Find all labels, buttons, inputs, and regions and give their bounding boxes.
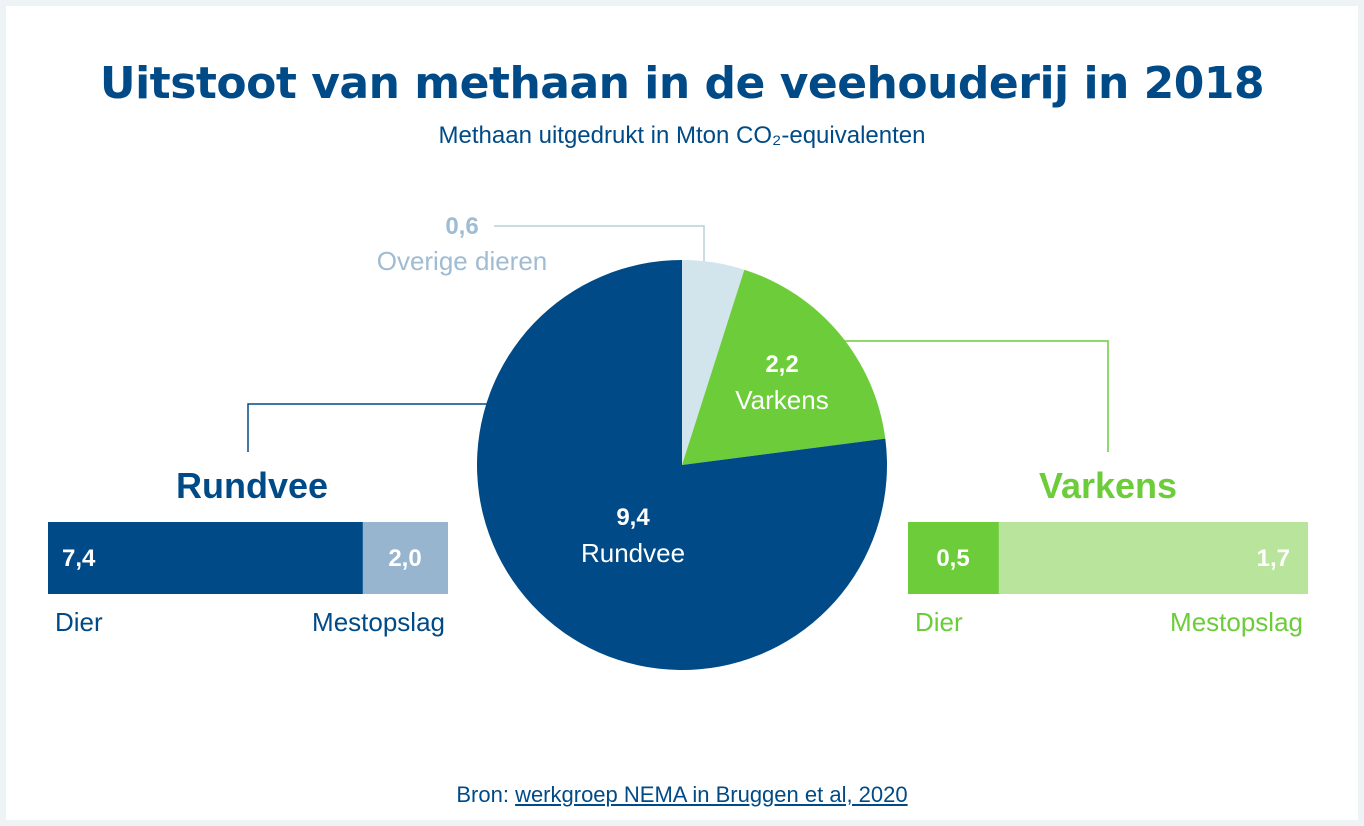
rundvee-bar [48,522,448,594]
connector-overig [494,225,705,264]
rundvee-mest-value: 2,0 [388,545,421,572]
pie-slice-overig [682,260,745,465]
pie-label-rundvee-name: Rundvee [581,538,685,568]
varkens-dier-segment [908,522,999,594]
pie-slice-varkens [682,269,886,465]
varkens-bar [908,522,1308,594]
rundvee-bar-title: Rundvee [176,465,328,506]
pie-label-varkens-value: 2,2 [765,351,798,378]
varkens-bar-title: Varkens [1039,465,1177,506]
connector-rundvee [247,403,487,452]
source-line: Bron: werkgroep NEMA in Bruggen et al, 2… [6,782,1358,808]
rundvee-mest-segment [362,522,448,594]
pie-label-overig-name: Overige dieren [377,246,548,276]
varkens-dier-value: 0,5 [936,545,969,572]
varkens-mest-value: 1,7 [1257,545,1290,572]
source-link[interactable]: werkgroep NEMA in Bruggen et al, 2020 [515,782,908,807]
pie-slice-rundvee [477,260,887,670]
rundvee-mest-label: Mestopslag [312,607,445,637]
rundvee-dier-value: 7,4 [62,545,96,572]
chart-card: Uitstoot van methaan in de veehouderij i… [6,6,1358,820]
chart-title: Uitstoot van methaan in de veehouderij i… [99,58,1265,109]
pie-label-overig-value: 0,6 [445,213,478,240]
source-prefix: Bron: [456,782,516,807]
chart-subtitle: Methaan uitgedrukt in Mton CO₂-equivalen… [438,122,926,149]
varkens-mest-label: Mestopslag [1170,607,1303,637]
connector-varkens [843,340,1109,452]
pie-label-varkens-name: Varkens [735,385,828,415]
rundvee-dier-segment [48,522,363,594]
rundvee-dier-label: Dier [55,607,103,637]
pie-chart [477,260,887,670]
varkens-dier-label: Dier [915,607,963,637]
pie-label-rundvee-value: 9,4 [616,504,650,531]
varkens-mest-segment [998,522,1308,594]
